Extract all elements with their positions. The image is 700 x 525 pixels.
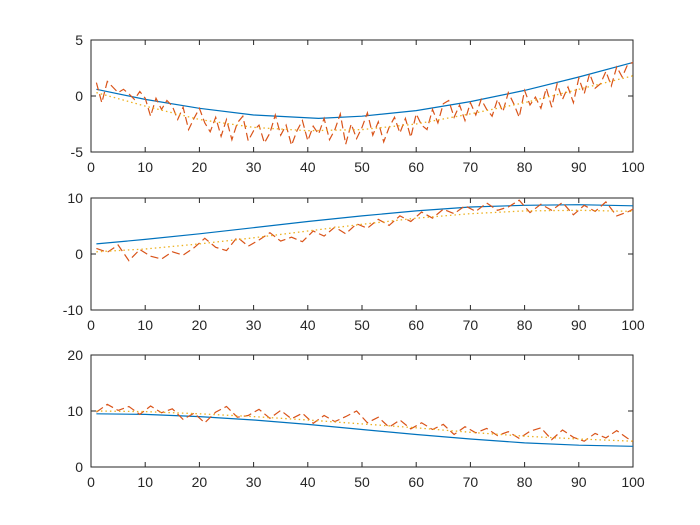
x-tick-label: 20 <box>192 317 208 333</box>
x-tick-label: 70 <box>463 474 479 490</box>
x-tick-label: 40 <box>300 317 316 333</box>
x-tick-label: 90 <box>571 159 587 175</box>
series-line-dashed <box>96 199 634 262</box>
x-tick-label: 60 <box>408 317 424 333</box>
y-tick-label: -10 <box>63 302 83 318</box>
series-line-solid <box>96 204 634 245</box>
x-tick-label: 60 <box>408 159 424 175</box>
x-tick-label: 90 <box>571 317 587 333</box>
y-tick-label: 0 <box>75 88 83 104</box>
subplot-bottom: 0 10 20 30 40 50 60 70 80 90 100 0 10 20 <box>67 347 644 490</box>
series-line-solid <box>96 61 634 120</box>
x-tick-label: 0 <box>87 474 95 490</box>
x-tick-label: 40 <box>300 159 316 175</box>
x-tick-label: 80 <box>517 317 533 333</box>
x-tick-label: 20 <box>192 159 208 175</box>
x-tick-label: 40 <box>300 474 316 490</box>
x-tick-label: 0 <box>87 317 95 333</box>
x-tick-label: 0 <box>87 159 95 175</box>
x-tick-label: 30 <box>246 474 262 490</box>
series-line-solid <box>96 413 634 447</box>
y-tick-label: 10 <box>67 190 83 206</box>
x-tick-label: 100 <box>621 159 645 175</box>
plot-area-frame <box>90 197 634 311</box>
x-tick-label: 70 <box>463 317 479 333</box>
y-tick-label: 5 <box>75 32 83 48</box>
x-tick-label: 90 <box>571 474 587 490</box>
x-tick-label: 20 <box>192 474 208 490</box>
series-line-dashed <box>96 403 634 442</box>
y-tick-label: 0 <box>75 459 83 475</box>
y-tick-label: 20 <box>67 347 83 363</box>
x-tick-label: 10 <box>137 474 153 490</box>
x-tick-label: 80 <box>517 474 533 490</box>
x-tick-label: 50 <box>354 474 370 490</box>
x-tick-label: 10 <box>137 317 153 333</box>
x-tick-label: 70 <box>463 159 479 175</box>
x-tick-label: 100 <box>621 474 645 490</box>
x-tick-label: 80 <box>517 159 533 175</box>
x-tick-label: 60 <box>408 474 424 490</box>
y-tick-label: 10 <box>67 403 83 419</box>
x-tick-label: 30 <box>246 159 262 175</box>
series-line-dotted <box>96 410 634 442</box>
series-line-dashed <box>95 61 634 148</box>
plot-area-frame <box>90 39 634 153</box>
y-tick-label: 0 <box>75 246 83 262</box>
x-tick-label: 10 <box>137 159 153 175</box>
plot-area-frame <box>90 354 634 468</box>
y-tick-label: -5 <box>71 144 84 160</box>
x-tick-label: 30 <box>246 317 262 333</box>
x-tick-label: 50 <box>354 317 370 333</box>
x-tick-label: 100 <box>621 317 645 333</box>
subplot-top: 0 10 20 30 40 50 60 70 80 90 100-505 <box>71 32 645 175</box>
x-tick-label: 50 <box>354 159 370 175</box>
